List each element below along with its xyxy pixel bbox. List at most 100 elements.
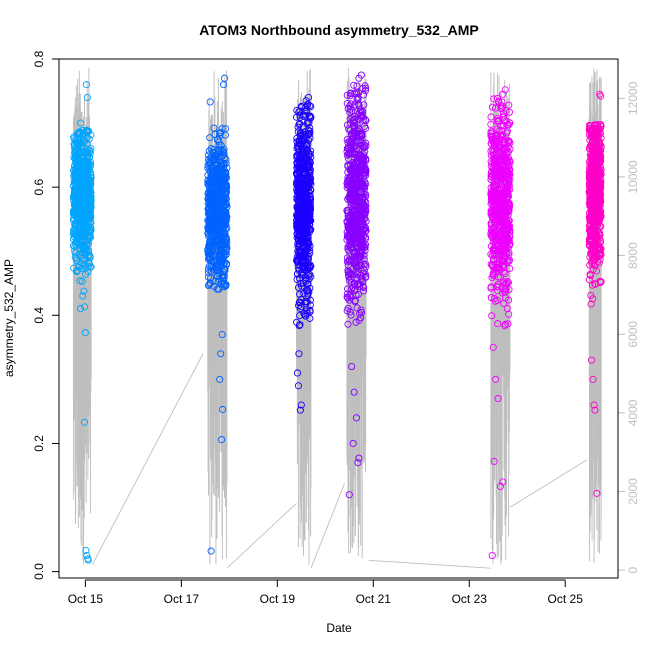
- data-point: [303, 214, 311, 222]
- data-point: [356, 282, 364, 290]
- data-point: [80, 154, 88, 162]
- data-point: [297, 221, 305, 229]
- data-point: [306, 134, 314, 142]
- data-point: [71, 249, 79, 257]
- data-point-outlier: [295, 350, 303, 358]
- data-point-outlier: [206, 98, 214, 106]
- data-point-outlier: [219, 405, 227, 414]
- data-point: [300, 231, 308, 239]
- data-point: [75, 159, 83, 168]
- data-point: [214, 261, 222, 269]
- line-connector: [92, 353, 204, 565]
- data-point: [304, 126, 312, 134]
- data-point: [69, 230, 77, 238]
- data-point: [354, 255, 362, 263]
- data-point: [85, 146, 94, 154]
- data-point: [303, 287, 311, 295]
- data-point: [362, 198, 370, 206]
- y-tick-label: 0.8: [32, 50, 46, 67]
- data-point-outlier: [296, 406, 304, 414]
- data-point: [78, 217, 86, 225]
- data-point: [357, 308, 366, 317]
- data-point: [81, 303, 89, 311]
- data-point: [293, 270, 301, 278]
- data-point: [299, 207, 307, 215]
- data-point: [294, 215, 302, 223]
- data-point: [86, 191, 94, 199]
- data-point: [307, 153, 315, 161]
- data-point-outlier: [355, 74, 363, 82]
- data-point: [76, 225, 84, 233]
- data-point: [355, 197, 363, 205]
- data-point: [218, 125, 226, 133]
- data-point: [300, 266, 308, 274]
- chart-title: ATOM3 Northbound asymmetry_532_AMP: [199, 22, 479, 38]
- data-point: [299, 192, 307, 200]
- data-point: [222, 188, 230, 196]
- y-tick-label: 0.2: [32, 435, 46, 452]
- data-point: [303, 210, 311, 218]
- data-point: [347, 285, 356, 293]
- y-tick-label: 0.6: [32, 178, 46, 195]
- data-point-outlier: [293, 369, 302, 377]
- data-point: [347, 311, 355, 319]
- data-point: [79, 238, 87, 246]
- data-point: [346, 105, 354, 113]
- data-point: [360, 287, 368, 295]
- data-point: [353, 304, 361, 312]
- data-point: [348, 224, 356, 232]
- data-point: [206, 203, 214, 212]
- data-point-outlier: [80, 418, 88, 426]
- data-point: [343, 99, 351, 108]
- data-point: [209, 149, 217, 157]
- data-point: [347, 198, 355, 206]
- data-point: [300, 157, 308, 165]
- data-point: [296, 290, 304, 298]
- axes-layer: 0.0 0.2 0.4 0.6 0.8 Oct 15 Oct 17 Oct 19 Oct 21 O…: [32, 50, 640, 606]
- data-point: [77, 142, 85, 150]
- data-point: [71, 155, 80, 163]
- data-point: [213, 246, 221, 254]
- data-point: [73, 200, 81, 208]
- line-connector: [310, 483, 345, 569]
- data-point: [211, 168, 219, 176]
- data-point: [210, 145, 218, 153]
- data-point: [87, 158, 95, 166]
- data-point-outlier: [355, 454, 363, 462]
- data-point: [352, 90, 360, 98]
- data-point: [351, 280, 359, 288]
- data-point: [347, 274, 355, 282]
- secondary-tick-label: 10000: [626, 160, 640, 194]
- y-tick-label: 0.4: [32, 307, 46, 324]
- secondary-tick-label: 8000: [626, 242, 640, 269]
- data-point: [218, 189, 226, 197]
- data-point: [344, 285, 352, 293]
- data-point: [299, 164, 307, 172]
- data-point: [73, 187, 81, 195]
- data-point: [306, 193, 314, 201]
- data-point: [297, 151, 305, 159]
- data-point: [293, 203, 301, 211]
- data-point: [361, 163, 369, 171]
- data-point: [305, 178, 313, 186]
- data-point: [358, 111, 366, 119]
- data-point: [292, 169, 301, 178]
- data-point: [360, 101, 368, 109]
- x-tick-label: Oct 15: [68, 592, 104, 606]
- data-point: [349, 188, 357, 196]
- data-point: [306, 112, 314, 120]
- data-point: [219, 175, 227, 183]
- data-point: [206, 186, 214, 195]
- data-point: [295, 120, 303, 128]
- data-point: [359, 269, 367, 277]
- data-point: [344, 174, 352, 182]
- data-point: [299, 279, 308, 287]
- data-point: [295, 302, 303, 310]
- data-point: [343, 144, 351, 152]
- secondary-tick-label: 4000: [626, 399, 640, 426]
- data-point: [222, 174, 231, 182]
- data-point: [357, 241, 365, 249]
- data-point: [344, 266, 352, 274]
- data-point: [223, 244, 231, 252]
- data-point: [304, 292, 312, 300]
